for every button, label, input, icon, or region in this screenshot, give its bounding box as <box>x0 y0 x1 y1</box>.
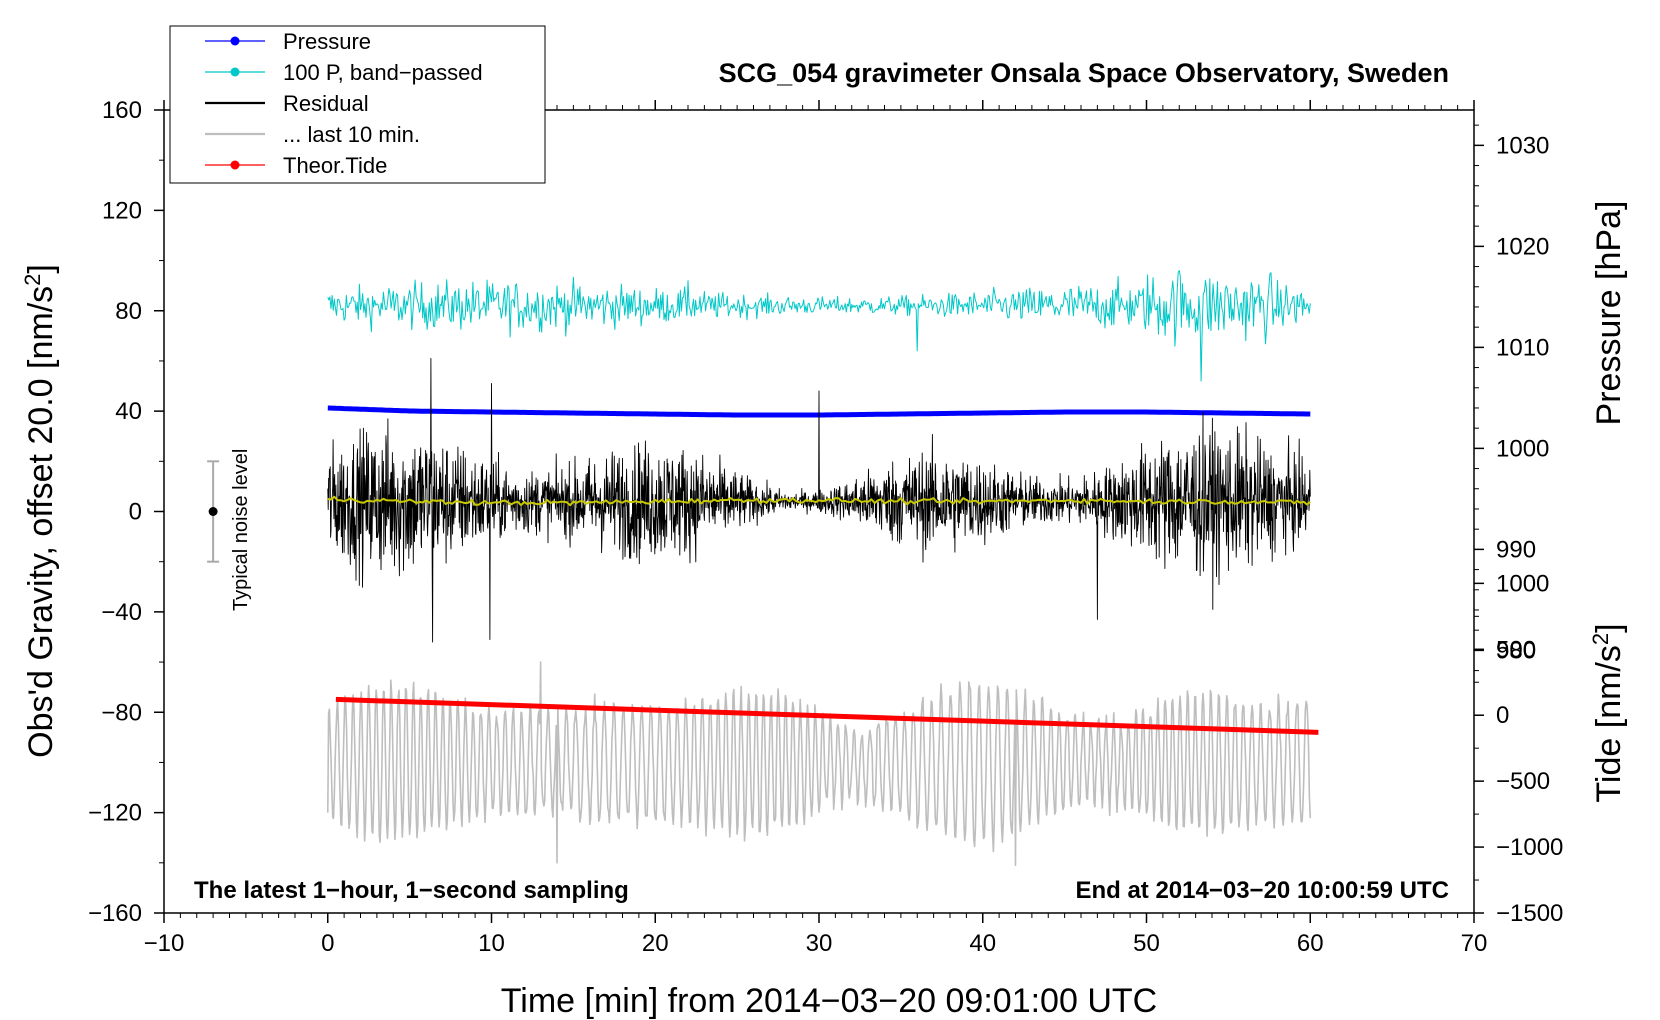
tide-tick-label: −1000 <box>1496 834 1563 861</box>
x-tick-label: 20 <box>642 930 669 957</box>
tide-tick-label: −500 <box>1496 768 1550 795</box>
y-tick-label: −120 <box>88 800 142 827</box>
legend-marker <box>230 160 240 170</box>
pressure-axis-title: Pressure [hPa] <box>1590 201 1628 426</box>
pressure-tick-label: 990 <box>1496 536 1536 563</box>
x-tick-label: 70 <box>1461 930 1488 957</box>
legend-label: Residual <box>283 91 369 116</box>
band-passed-pressure-line <box>327 270 1311 382</box>
pressure-tick-label: 1010 <box>1496 334 1549 361</box>
x-tick-label: 50 <box>1133 930 1160 957</box>
x-tick-label: 60 <box>1297 930 1324 957</box>
noise-level-marker: Typical noise level <box>207 449 252 611</box>
x-tick-label: 10 <box>478 930 505 957</box>
tide-axis-title-end: ] <box>1590 623 1628 632</box>
y-tick-label: −160 <box>88 900 142 927</box>
tide-tick-label: 0 <box>1496 702 1509 729</box>
end-time-note: End at 2014−03−20 10:00:59 UTC <box>1075 877 1449 904</box>
legend-marker <box>230 36 240 46</box>
tide-tick-label: 500 <box>1496 636 1536 663</box>
legend-label: Theor.Tide <box>283 153 387 178</box>
y-axis-title-left-sup: 2 <box>20 274 45 286</box>
axes-layer: −10 0 10 20 30 40 50 60 70−160−120−80−4004080120… <box>88 97 1563 957</box>
legend-label: Pressure <box>283 29 371 54</box>
noise-center-dot <box>208 507 218 516</box>
tide-tick-label: 1000 <box>1496 570 1549 597</box>
sampling-note: The latest 1−hour, 1−second sampling <box>194 877 629 904</box>
y-tick-label: 0 <box>129 499 142 526</box>
data-layer <box>327 270 1319 867</box>
y-tick-label: 160 <box>102 97 142 124</box>
pressure-tick-label: 980 <box>1496 637 1536 664</box>
tide-axis-title-sup: 2 <box>1588 633 1613 645</box>
pressure-tick-label: 1030 <box>1496 132 1549 159</box>
tide-tick-label: −1500 <box>1496 900 1563 927</box>
x-axis-title: Time [min] from 2014−03−20 09:01:00 UTC <box>501 982 1157 1020</box>
pressure-tick-label: 1020 <box>1496 233 1549 260</box>
y-tick-label: −40 <box>101 599 142 626</box>
x-tick-label: −10 <box>144 930 185 957</box>
theoretical-tide-line <box>335 696 1319 735</box>
last-10-min-line <box>327 661 1312 867</box>
pressure-tick-label: 1000 <box>1496 435 1549 462</box>
legend-label: 100 P, band−passed <box>283 60 483 85</box>
tide-axis-title-main: Tide [nm/s <box>1590 645 1628 802</box>
residual-line <box>327 357 1311 643</box>
y-axis-title-left-main: Obs'd Gravity, offset 20.0 [nm/s <box>22 286 60 758</box>
legend-marker <box>230 67 240 77</box>
y-tick-label: 120 <box>102 197 142 224</box>
y-tick-label: 80 <box>115 298 142 325</box>
x-tick-label: 0 <box>321 930 334 957</box>
legend-label: ... last 10 min. <box>283 122 420 147</box>
x-tick-label: 40 <box>969 930 996 957</box>
tide-axis-title: Tide [nm/s2] <box>1588 623 1629 802</box>
residual-smoothed-line <box>327 495 1311 507</box>
y-tick-label: 40 <box>115 398 142 425</box>
chart-title: SCG_054 gravimeter Onsala Space Observat… <box>719 58 1449 88</box>
y-tick-label: −80 <box>101 699 142 726</box>
noise-level-label: Typical noise level <box>230 449 252 611</box>
legend-box <box>169 25 546 184</box>
y-axis-title-left: Obs'd Gravity, offset 20.0 [nm/s2] <box>20 264 61 758</box>
legend: Pressure 100 P, band−passed Residual ... la… <box>169 25 546 184</box>
x-tick-label: 30 <box>806 930 833 957</box>
y-axis-title-left-end: ] <box>22 264 60 273</box>
